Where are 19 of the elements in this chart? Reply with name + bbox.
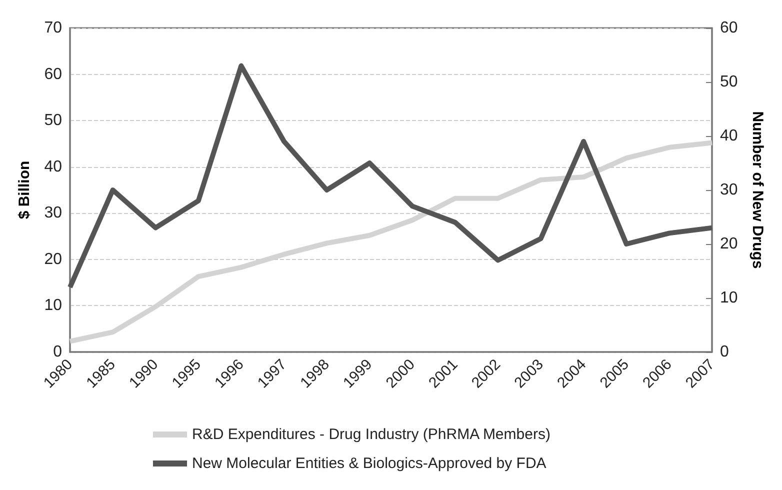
y-tick-label: 70 — [44, 20, 62, 36]
y2-tick-label: 40 — [720, 128, 738, 144]
y-tick-label: 60 — [44, 66, 62, 83]
y-tick-label: 40 — [44, 158, 62, 176]
y-tick-label: 30 — [44, 204, 62, 222]
y2-tick-label: 0 — [720, 344, 729, 360]
y-tick-label: 50 — [44, 112, 62, 130]
y2-tick-label: 20 — [720, 236, 738, 252]
y-tick-label: 0 — [53, 344, 62, 360]
y2-tick-label: 30 — [720, 182, 738, 198]
y2-axis-title: Number of New Drugs — [749, 111, 766, 269]
legend-label: New Molecular Entities & Biologics-Approved by FDA — [192, 455, 546, 472]
legend-label: R&D Expenditures - Drug Industry (PhRMA Members) — [192, 426, 550, 443]
y-tick-label: 20 — [44, 250, 62, 268]
y2-tick-label: 50 — [720, 74, 738, 90]
y-axis-title: $ Billion — [16, 160, 33, 220]
y2-tick-label: 60 — [720, 20, 738, 36]
y2-tick-label: 10 — [720, 290, 738, 306]
y-tick-label: 10 — [44, 297, 62, 314]
